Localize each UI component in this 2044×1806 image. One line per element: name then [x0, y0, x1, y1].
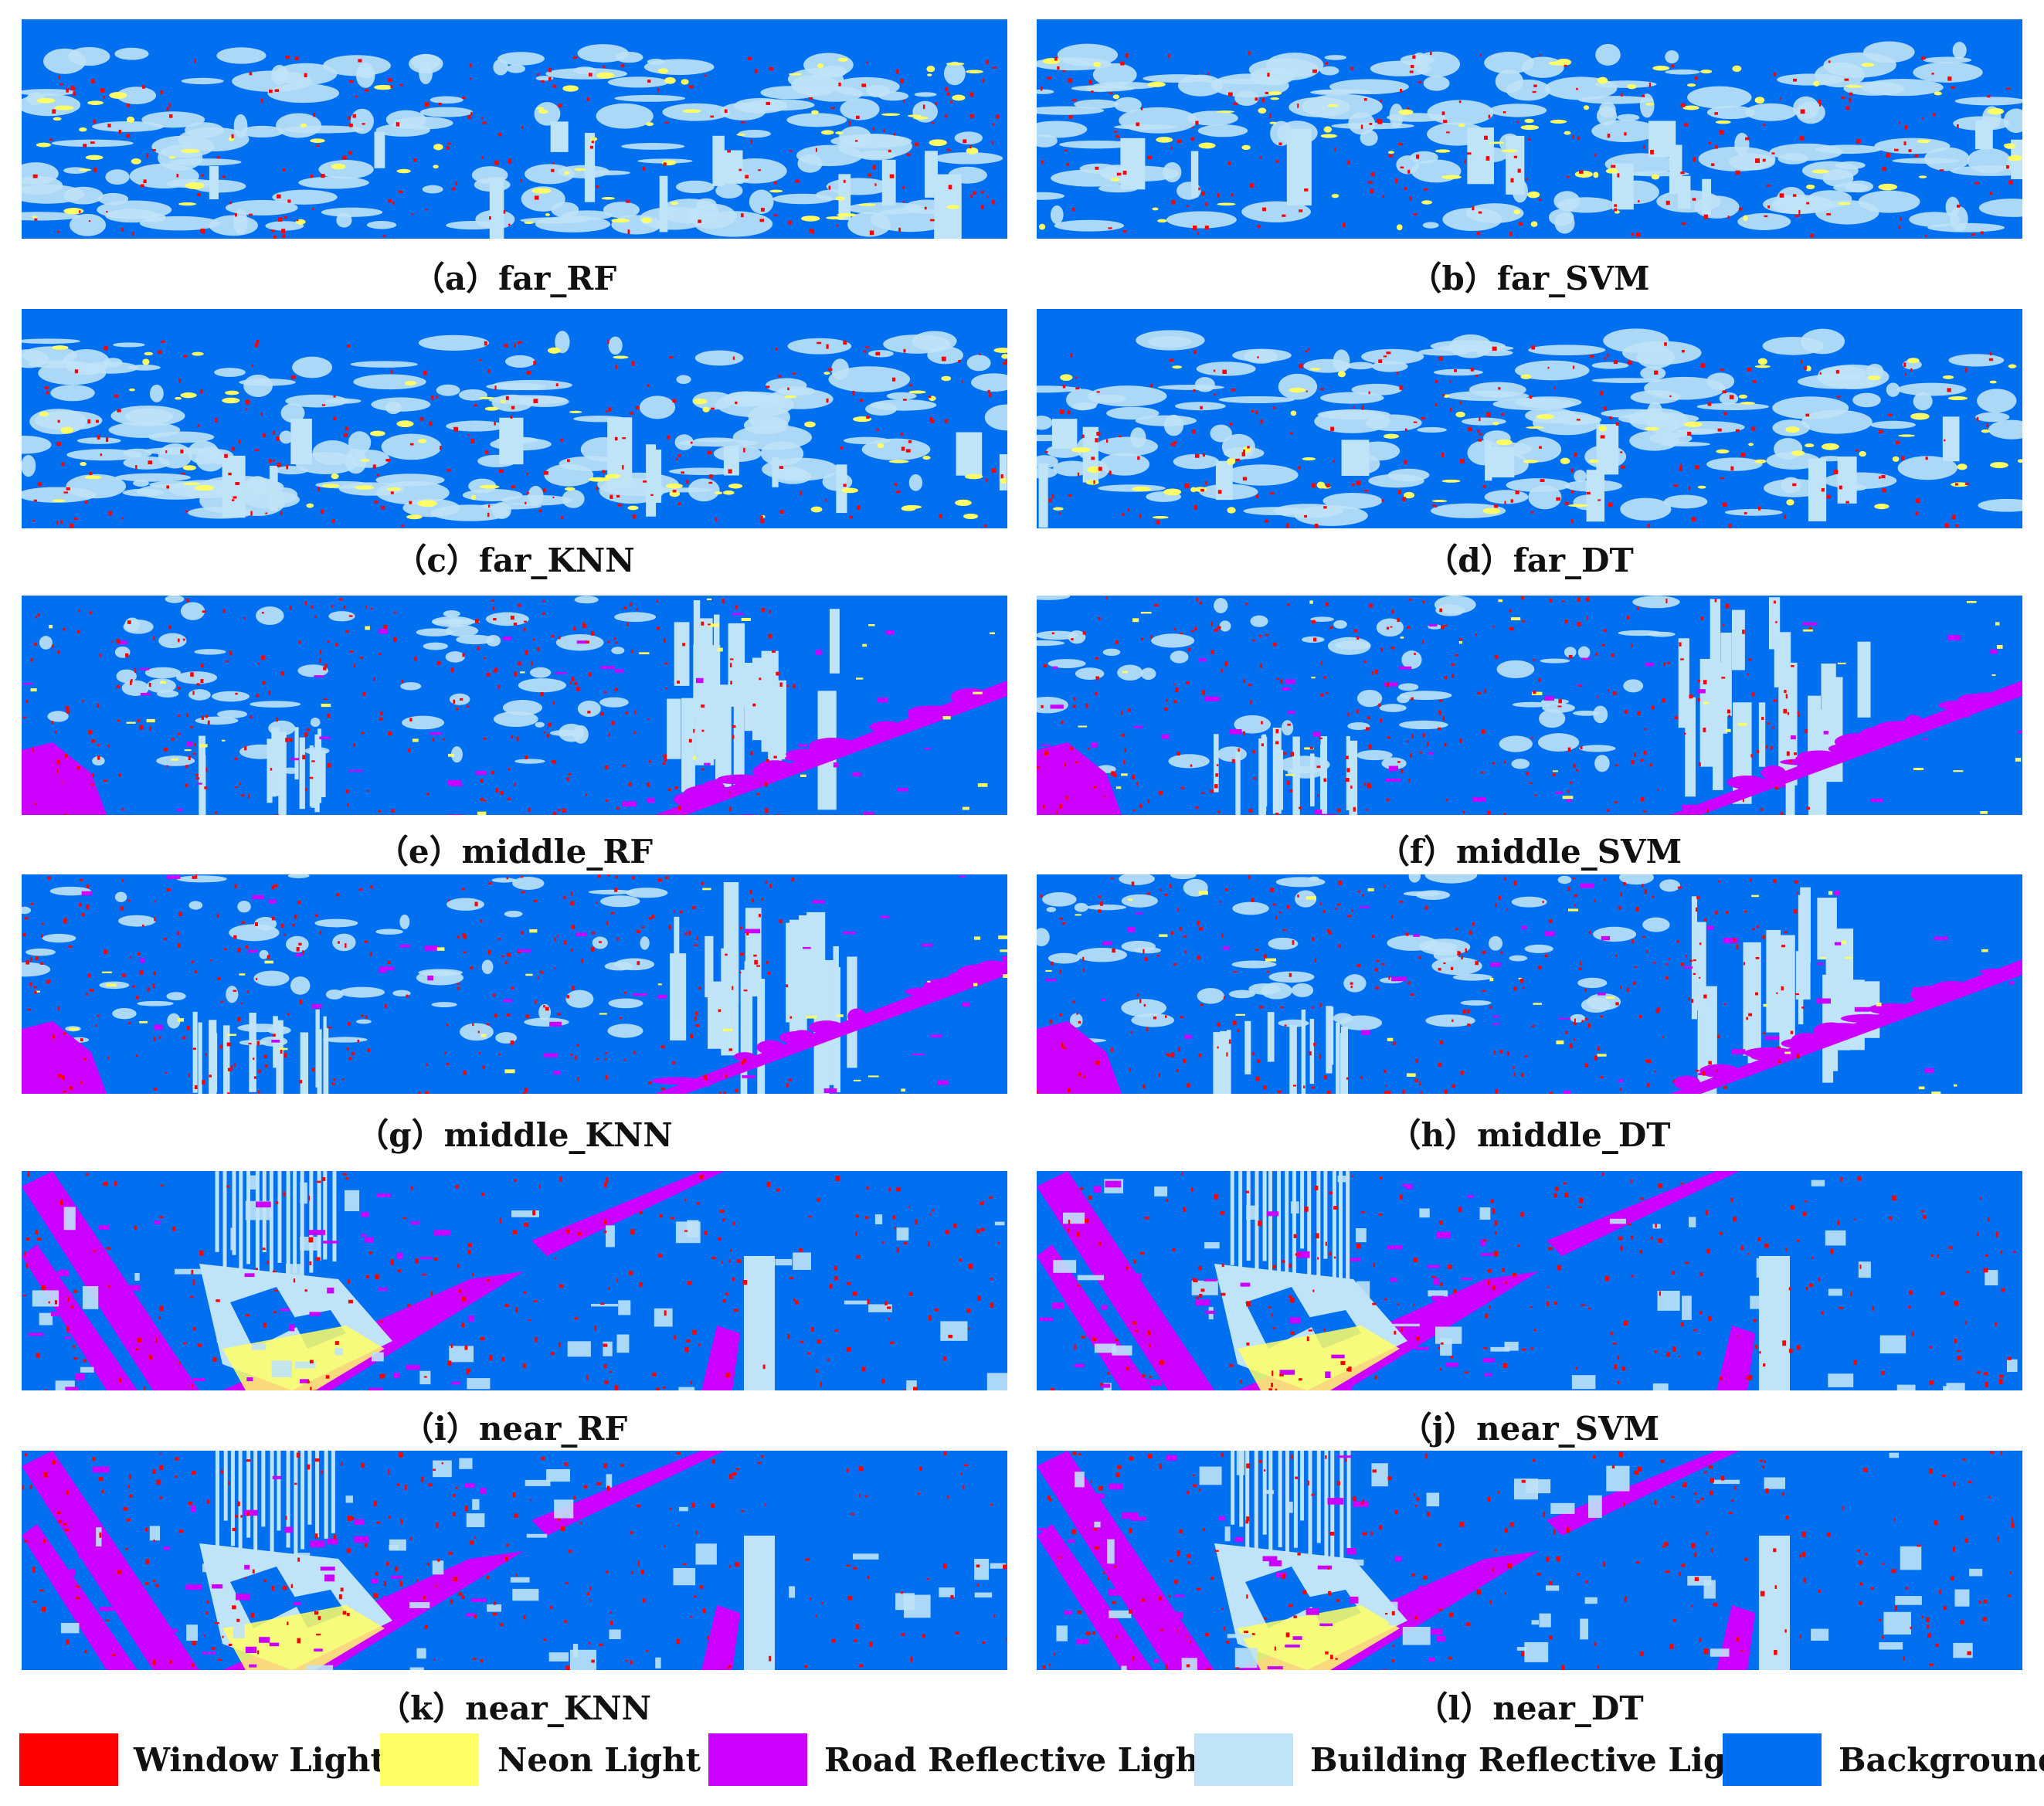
panel-caption: （g）middle_KNN [356, 1116, 673, 1154]
classification-map [1037, 309, 2022, 528]
classification-map [22, 1451, 1007, 1670]
legend-label: Road Reflective Light [824, 1741, 1214, 1779]
panel-caption: （i）near_RF [401, 1410, 628, 1448]
classification-map [22, 596, 1007, 815]
panel-caption: （e）middle_RF [375, 833, 654, 871]
building-reflective-light-swatch [1194, 1733, 1293, 1786]
legend-label: Window Light [134, 1741, 385, 1779]
classification-map [1037, 1451, 2022, 1670]
neon-light-swatch [380, 1733, 479, 1786]
classification-map [22, 309, 1007, 528]
classification-map [22, 1171, 1007, 1390]
background-swatch [1723, 1733, 1822, 1786]
classification-map [1037, 596, 2022, 815]
classification-map [1037, 1171, 2022, 1390]
panel-caption: （k）near_KNN [378, 1689, 651, 1727]
legend-label: Background [1839, 1741, 2044, 1779]
road-reflective-light-swatch [708, 1733, 807, 1786]
panel-caption: （a）far_RF [412, 260, 617, 297]
panel-caption: （b）far_SVM [1409, 260, 1650, 297]
legend-label: Neon Light [497, 1741, 701, 1779]
panel-caption: （c）far_KNN [394, 541, 635, 579]
panel-caption: （d）far_DT [1425, 541, 1634, 579]
classification-map [22, 19, 1007, 239]
legend-label: Building Reflective Light [1310, 1741, 1765, 1779]
classification-map [1037, 19, 2022, 239]
classification-map [22, 874, 1007, 1094]
panel-caption: （l）near_DT [1415, 1689, 1644, 1727]
classification-map [1037, 874, 2022, 1094]
panel-caption: （f）middle_SVM [1377, 833, 1682, 871]
panel-caption: （j）near_SVM [1399, 1410, 1660, 1448]
legend: Window Light Neon Light Road Reflective … [0, 1733, 2044, 1791]
panel-caption: （h）middle_DT [1388, 1116, 1671, 1154]
window-light-swatch [19, 1733, 118, 1786]
